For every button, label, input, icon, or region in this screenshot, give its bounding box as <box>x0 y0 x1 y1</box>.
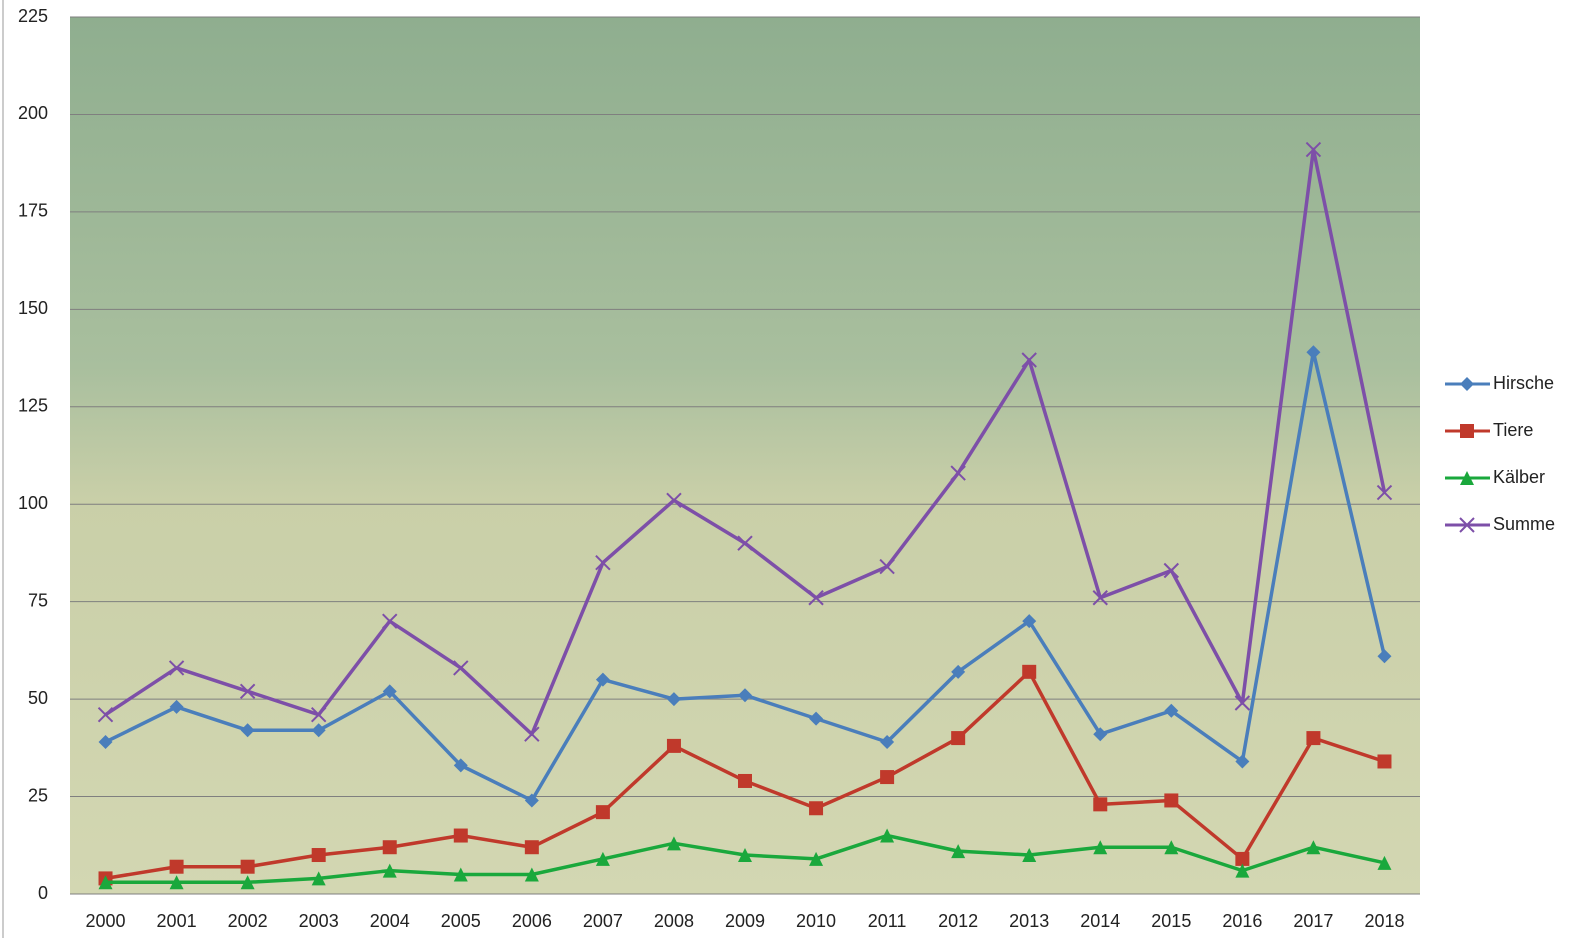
y-tick-label: 225 <box>18 6 48 26</box>
legend-label: Summe <box>1493 514 1555 534</box>
y-tick-label: 75 <box>28 590 48 610</box>
marker <box>1164 793 1178 807</box>
marker <box>809 801 823 815</box>
marker <box>1093 797 1107 811</box>
x-tick-label: 2017 <box>1293 911 1333 931</box>
y-tick-label: 150 <box>18 298 48 318</box>
marker <box>454 829 468 843</box>
y-tick-label: 125 <box>18 396 48 416</box>
x-tick-label: 2011 <box>868 911 907 931</box>
x-tick-label: 2000 <box>86 911 126 931</box>
marker <box>667 739 681 753</box>
x-tick-label: 2008 <box>654 911 694 931</box>
marker <box>738 774 752 788</box>
legend-marker <box>1460 424 1474 438</box>
marker <box>1377 754 1391 768</box>
legend-marker <box>1460 377 1474 391</box>
y-tick-label: 100 <box>18 493 48 513</box>
y-tick-label: 50 <box>28 688 48 708</box>
marker <box>1306 731 1320 745</box>
plot-background <box>70 17 1420 894</box>
marker <box>880 770 894 784</box>
x-tick-label: 2014 <box>1080 911 1120 931</box>
x-tick-label: 2013 <box>1009 911 1049 931</box>
marker <box>241 860 255 874</box>
legend-label: Hirsche <box>1493 373 1554 393</box>
x-tick-label: 2009 <box>725 911 765 931</box>
x-tick-label: 2015 <box>1151 911 1191 931</box>
y-tick-label: 200 <box>18 103 48 123</box>
x-tick-label: 2005 <box>441 911 481 931</box>
legend-label: Tiere <box>1493 420 1533 440</box>
x-tick-label: 2018 <box>1364 911 1404 931</box>
x-tick-label: 2007 <box>583 911 623 931</box>
y-tick-label: 25 <box>28 785 48 805</box>
marker <box>1022 665 1036 679</box>
x-tick-label: 2003 <box>299 911 339 931</box>
x-tick-label: 2002 <box>228 911 268 931</box>
x-tick-label: 2010 <box>796 911 836 931</box>
marker <box>383 840 397 854</box>
marker <box>525 840 539 854</box>
marker <box>596 805 610 819</box>
legend-label: Kälber <box>1493 467 1545 487</box>
x-tick-label: 2004 <box>370 911 410 931</box>
y-tick-label: 175 <box>18 201 48 221</box>
x-tick-label: 2012 <box>938 911 978 931</box>
marker <box>170 860 184 874</box>
x-tick-label: 2001 <box>157 911 197 931</box>
marker <box>312 848 326 862</box>
y-tick-label: 0 <box>38 883 48 903</box>
x-tick-label: 2016 <box>1222 911 1262 931</box>
marker <box>951 731 965 745</box>
x-tick-label: 2006 <box>512 911 552 931</box>
chart: 0 25 50 75 100 125 150 175 200 225 2000 2001 2002 200… <box>0 0 1574 938</box>
